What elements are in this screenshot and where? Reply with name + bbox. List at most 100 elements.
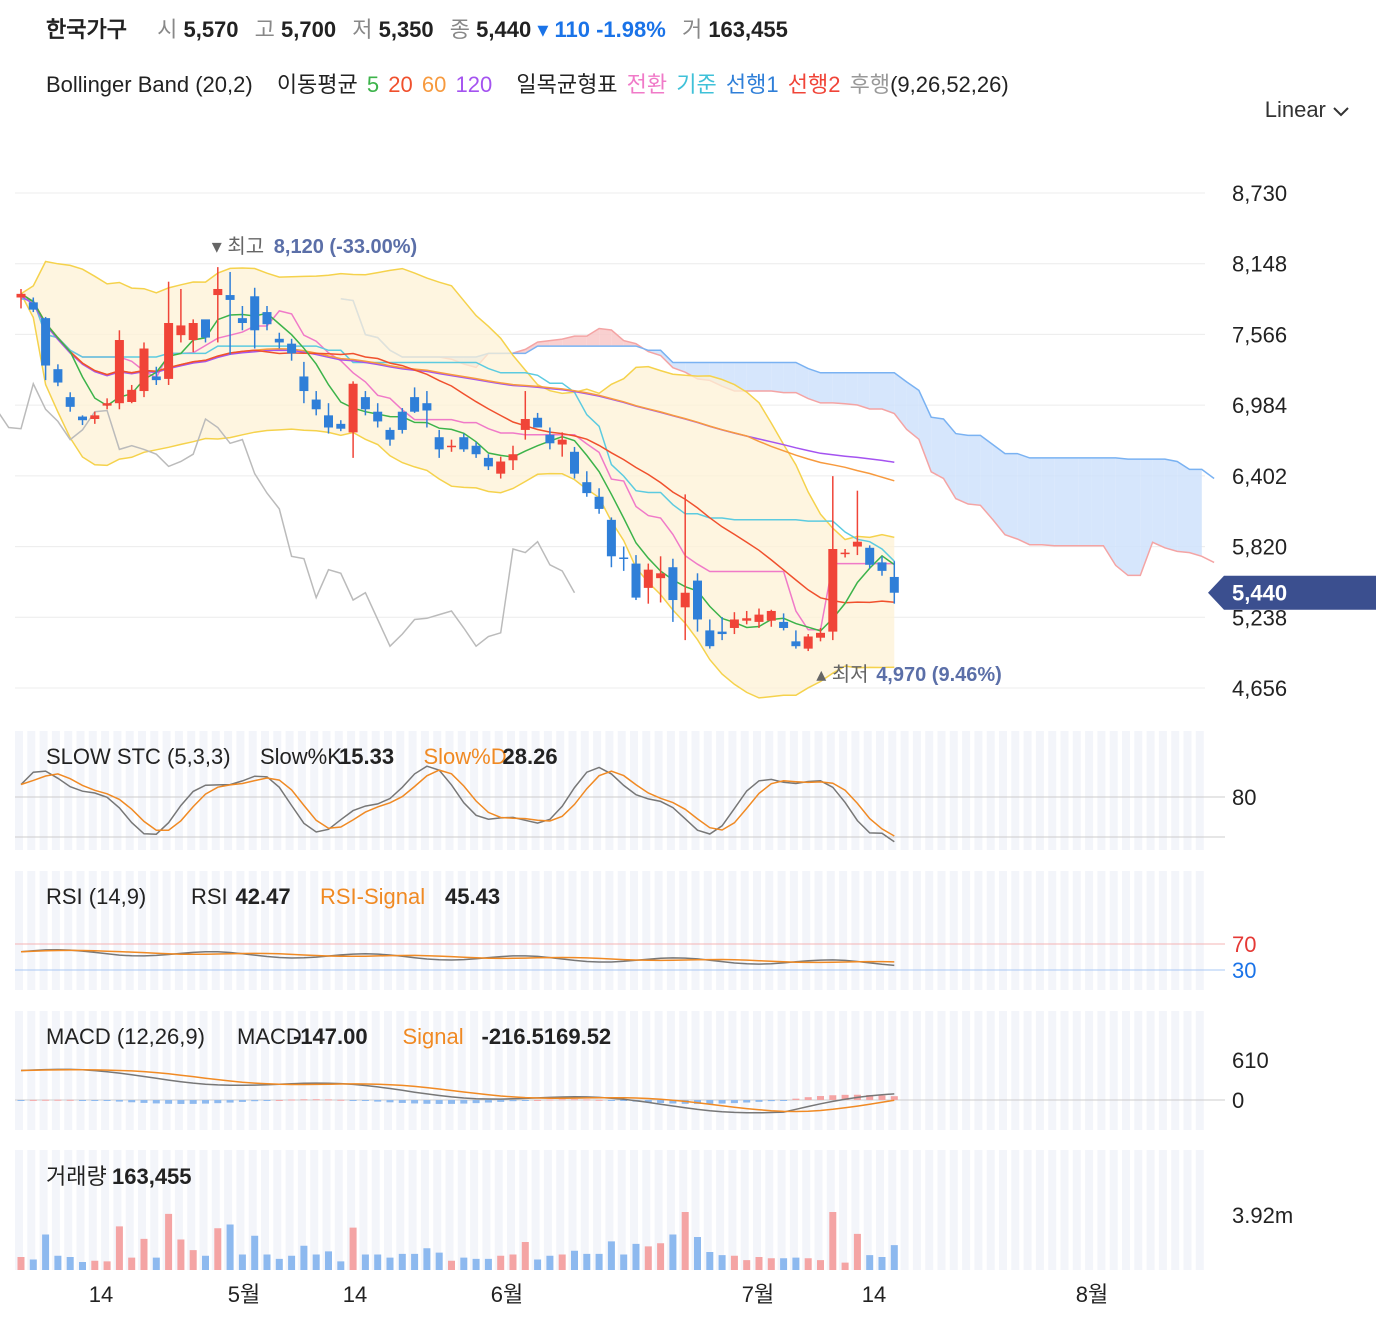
pane-stripe [777,871,786,990]
pane-stripe [937,731,946,850]
pane-stripe [703,1150,712,1270]
pane-stripe [1060,731,1069,850]
pane-stripe [642,731,651,850]
pane-stripe [297,1150,306,1270]
ichimoku-cloud [1164,459,1178,552]
pane-stripe [470,1011,479,1130]
bollinger-label[interactable]: Bollinger Band (20,2) [46,72,253,97]
volume-label: 거 [681,17,703,42]
pane-stripe [1023,731,1032,850]
pane-stripe [113,731,122,850]
current-price-value: 5,440 [1232,581,1287,606]
pane-stripe [1085,871,1094,990]
pane-stripe [334,1150,343,1270]
pane-stripe [371,1150,380,1270]
candle-body [742,618,752,621]
pane-stripe [654,1011,663,1130]
pane-stripe [1122,731,1130,850]
pane-stripe [359,1150,368,1270]
pane-stripe [1060,1011,1069,1130]
macd-histogram-bar [411,1100,419,1104]
ichimoku-label[interactable]: 일목균형표 [516,72,618,97]
candle-body [545,434,555,444]
pane-stripe [162,1150,171,1270]
macd-histogram-bar [288,1099,296,1101]
pane-stripe [236,731,245,850]
pane-stripe [125,871,134,990]
pane-stripe [703,1011,712,1130]
pane-stripe [630,1150,638,1270]
macd-histogram-bar [152,1100,160,1104]
pane-stripe [174,1150,183,1270]
volume-bar [620,1254,628,1270]
pane-stripe [457,1150,466,1270]
pane-stripe [1011,1011,1020,1130]
pane-stripe [974,731,983,850]
candle-body [508,454,518,461]
pane-stripe [433,731,442,850]
pane-stripe [593,731,602,850]
price-axis-tick: 5,820 [1232,535,1287,560]
tenkan-label: 전환 [626,72,668,97]
volume-bar [497,1255,505,1270]
ichimoku-cloud [943,418,956,499]
candle-body [693,580,702,620]
ma120-label: 120 [455,72,493,97]
pane-stripe [150,871,159,990]
pane-stripe [802,1150,811,1270]
pane-stripe [863,871,872,990]
macd-histogram-bar [657,1100,665,1103]
pane-stripe [199,731,208,850]
volume-bar [509,1254,517,1270]
pane-stripe [863,1011,872,1130]
volume-bar [681,1212,689,1270]
candle-body [213,288,223,296]
ichimoku-cloud [992,444,1005,535]
candle-body [188,323,198,341]
pane-stripe [224,871,233,990]
pane-stripe [187,731,196,850]
volume-bar [177,1239,185,1270]
candle-body [865,547,875,565]
ichimoku-cloud [1091,457,1104,546]
bollinger-upper-line [20,260,895,541]
candle-body [237,318,247,324]
pane-stripe [27,731,36,850]
macd-histogram-bar [17,1100,25,1101]
ichimoku-cloud [980,435,993,520]
volume-pane-value: 163,455 [112,1164,192,1189]
macd-histogram-bar [792,1098,800,1100]
ichimoku-cloud [1017,453,1030,545]
pane-stripe [925,1150,934,1270]
candle-body [360,397,370,410]
pane-stripe [359,871,368,990]
pane-stripe [617,731,626,850]
pane-stripe [248,1150,257,1270]
candle-body [201,319,210,338]
open-label: 시 [157,17,178,42]
pane-stripe [691,731,700,850]
pane-stripe [703,871,712,990]
pane-title: MACD (12,26,9) [46,1024,205,1049]
pane-stripe [1097,731,1106,850]
candle-body [385,429,395,440]
pane-stripe [1035,731,1044,850]
ichimoku-cloud [882,372,895,414]
pane-stripe [1097,1011,1106,1130]
pane-stripe [679,871,688,990]
pane-stripe [728,871,737,990]
scale-mode-dropdown[interactable]: Linear [1265,97,1350,123]
pane-stripe [974,871,983,990]
candle-body [520,418,530,430]
stock-name: 한국가구 [46,17,127,42]
pane-stripe [322,731,331,850]
pane-stripe [728,731,737,850]
pane-stripe [101,871,110,990]
pane-stripe [1109,1150,1118,1270]
pane-stripe [1146,871,1155,990]
low-marker-value: 4,970 (9.46%) [876,664,1002,686]
ma-label[interactable]: 이동평균 [276,72,358,97]
pane-stripe [999,1150,1007,1270]
macd-histogram-bar [644,1100,652,1103]
